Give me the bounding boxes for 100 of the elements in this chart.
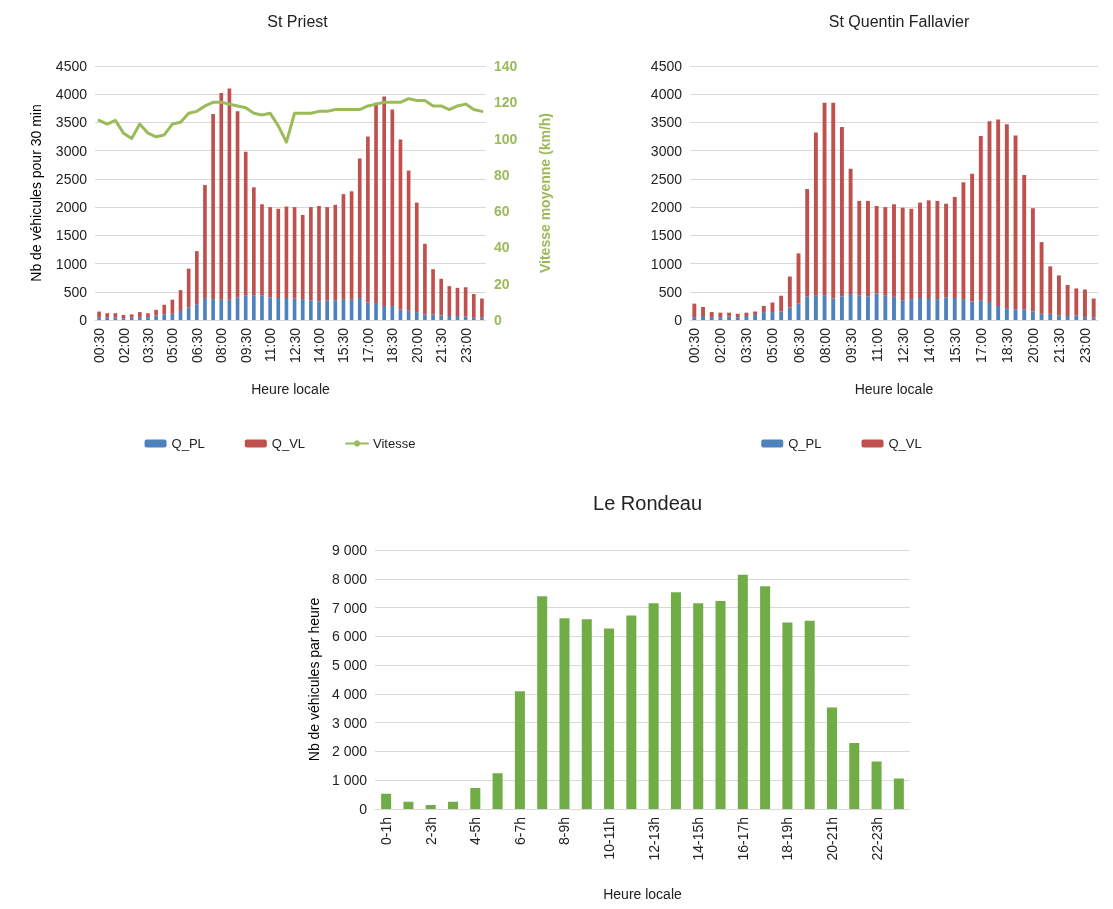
bar [1048,266,1053,314]
bar [211,113,215,300]
bar [243,151,248,296]
x-tick-label: 03:30 [139,327,156,364]
y-tick-label: 6 000 [331,628,368,645]
y-tick-label: 3 000 [331,714,368,731]
y2-tick-label: 40 [494,239,510,256]
y-tick-label: 2500 [55,170,88,187]
x-tick-label: 14-15h [690,817,707,861]
x-tick-label: 12-13h [645,817,662,861]
x-tick-label: 14:00 [311,327,328,364]
line-series [97,97,484,144]
x-tick-label: 20:00 [408,327,425,364]
bar [849,743,860,809]
x-tick-label: 03:30 [738,327,755,364]
y2-tick-label: 120 [494,94,518,111]
bar [813,132,818,296]
x-axis-title: Heure locale [854,381,934,397]
bar [1039,313,1044,320]
bar [374,102,378,304]
bar [1074,315,1079,320]
bar [1083,289,1087,318]
bar [186,268,191,308]
bar [186,307,191,320]
y-tick-label: 4000 [55,86,88,103]
bar [918,297,922,320]
chart-title: Le Rondeau [593,492,702,514]
bar [961,299,966,320]
bar [154,309,158,316]
bar [559,618,570,809]
x-tick-label: 08:00 [213,327,230,364]
bar [276,208,281,298]
bar [162,304,167,315]
x-tick-label: 21:30 [1050,327,1067,364]
bar [926,200,931,298]
bar [268,207,272,298]
bar [260,204,264,296]
y-tick-label: 2000 [55,199,88,216]
bar [735,313,740,318]
bar [325,300,329,320]
bar [883,207,888,296]
bar [425,804,436,809]
y-tick-label: 2000 [650,199,683,216]
x-tick-label: 00:30 [91,327,108,364]
y-tick-label: 2 000 [331,743,368,760]
x-tick-label: 21:30 [433,327,450,364]
bar [243,295,248,320]
bar [403,801,414,809]
bar [935,299,940,320]
y-tick-label: 1 000 [331,772,368,789]
bar [701,307,705,317]
bar [439,315,444,320]
bar [805,296,810,320]
y2-axis-title: Vitesse moyenne (km/h) [537,112,553,274]
bar [260,295,264,320]
y-tick-label: 0 [79,312,88,328]
y-tick-label: 3500 [650,114,683,131]
bar [857,295,862,320]
bar [926,297,931,320]
x-tick-label: 12:30 [894,327,911,364]
bar [537,596,548,809]
bar [480,298,484,318]
bar [715,600,726,809]
bar [194,304,199,320]
bar [909,208,914,300]
bar [692,317,697,320]
y-tick-label: 500 [658,283,683,300]
bar [333,204,338,301]
x-tick-label: 08:00 [816,327,833,364]
bar [414,312,419,320]
bar [701,316,705,320]
bar [309,300,313,320]
bar [325,207,329,301]
bar [727,316,732,320]
bar [918,202,922,298]
bar [978,135,983,301]
bar [944,203,949,298]
bar [1030,311,1035,320]
bar [744,316,749,320]
bar [514,691,525,809]
y-tick-label: 3000 [55,142,88,159]
y-tick-label: 0 [359,801,368,817]
bar [439,278,444,316]
y2-tick-label: 20 [494,275,510,292]
bar [670,592,681,809]
bar [822,102,827,296]
bar [866,296,870,320]
bar [760,586,771,809]
bar [252,295,256,320]
bar [970,173,975,302]
legend-label: Q_VL [888,436,922,451]
bar [1048,313,1053,320]
x-tick-label: 23:00 [1076,327,1093,364]
bar [1004,308,1009,320]
bar [381,793,392,809]
y2-tick-label: 140 [494,58,518,74]
bar [300,215,305,300]
x-tick-label: 4-5h [467,817,484,846]
bar [105,317,110,320]
bar [961,182,966,300]
